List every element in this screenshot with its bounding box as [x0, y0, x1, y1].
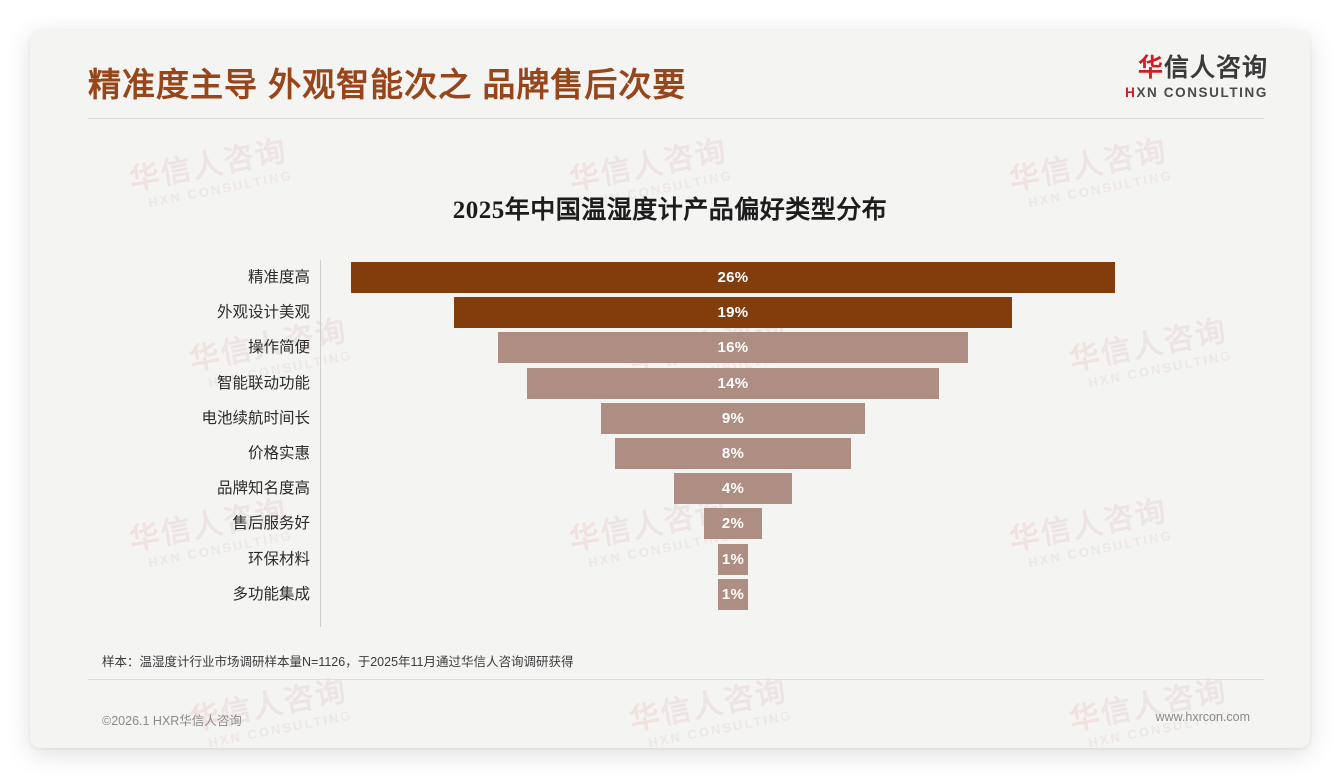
- logo-english-rest: XN CONSULTING: [1136, 85, 1268, 100]
- chart-bar[interactable]: 1%: [718, 543, 748, 575]
- page-title: 精准度主导 外观智能次之 品牌售后次要: [88, 66, 687, 103]
- chart-bar[interactable]: 14%: [527, 367, 939, 399]
- footer-website: www.hxrcon.com: [1155, 710, 1250, 724]
- footnote-text: 样本：温湿度计行业市场调研样本量N=1126，于2025年11月通过华信人咨询调…: [102, 655, 574, 669]
- chart-row: 外观设计美观 19%: [30, 295, 1310, 330]
- bar-track: 1%: [321, 542, 1310, 577]
- bar-value-label: 1%: [721, 550, 745, 568]
- chart-bar[interactable]: 26%: [350, 262, 1116, 293]
- footnote-block: 样本：温湿度计行业市场调研样本量N=1126，于2025年11月通过华信人咨询调…: [88, 651, 1264, 680]
- logo-chinese-red: 华: [1137, 54, 1164, 82]
- chart-plot: 精准度高 26% 外观设计美观 19% 操作简便 16% 智能联动功能 14% 电池续航时间长 9…: [30, 260, 1310, 635]
- chart-row: 售后服务好 2%: [30, 506, 1310, 541]
- bar-value-label: 2%: [721, 515, 745, 533]
- bar-track: 4%: [321, 471, 1310, 506]
- category-label: 电池续航时间长: [201, 409, 310, 427]
- bar-track: 16%: [321, 330, 1310, 365]
- chart-row: 智能联动功能 14%: [30, 366, 1310, 401]
- chart-title: 2025年中国温湿度计产品偏好类型分布: [452, 197, 888, 224]
- logo-english-red: H: [1125, 85, 1137, 100]
- bar-value-label: 9%: [721, 409, 745, 427]
- bar-track: 1%: [321, 577, 1310, 612]
- footnote-divider: [88, 679, 1264, 680]
- chart-row: 精准度高 26%: [30, 260, 1310, 295]
- bar-track: 26%: [321, 260, 1310, 295]
- chart-bar[interactable]: 2%: [703, 508, 763, 540]
- chart-row: 电池续航时间长 9%: [30, 401, 1310, 436]
- header-divider: [88, 118, 1264, 119]
- bar-value-label: 16%: [717, 339, 749, 357]
- category-label: 环保材料: [247, 550, 310, 568]
- logo-chinese: 华信人咨询: [1125, 56, 1268, 81]
- chart-bar[interactable]: 19%: [453, 297, 1013, 329]
- logo-english: HXN CONSULTING: [1125, 86, 1268, 100]
- bar-track: 8%: [321, 436, 1310, 471]
- chart-area: 2025年中国温湿度计产品偏好类型分布 精准度高 26% 外观设计美观 19% 操作简便…: [30, 130, 1310, 690]
- category-label: 操作简便: [247, 339, 310, 357]
- chart-bar[interactable]: 1%: [718, 578, 748, 610]
- chart-rows: 精准度高 26% 外观设计美观 19% 操作简便 16% 智能联动功能 14% 电池续航时间长 9…: [30, 260, 1310, 612]
- chart-bar[interactable]: 4%: [674, 473, 792, 505]
- bar-value-label: 14%: [717, 374, 749, 392]
- category-label: 多功能集成: [232, 585, 310, 603]
- logo-chinese-rest: 信人咨询: [1163, 54, 1268, 82]
- footer-copyright: ©2026.1 HXR华信人咨询: [102, 714, 242, 728]
- category-label: 价格实惠: [247, 444, 310, 462]
- chart-row: 品牌知名度高 4%: [30, 471, 1310, 506]
- category-label: 售后服务好: [232, 515, 310, 533]
- slide-header: 精准度主导 外观智能次之 品牌售后次要 华信人咨询 HXN CONSULTING: [30, 30, 1310, 130]
- slide-footer: ©2026.1 HXR华信人咨询 www.hxrcon.com: [30, 694, 1310, 748]
- chart-bar[interactable]: 8%: [615, 437, 851, 469]
- category-label: 品牌知名度高: [216, 480, 310, 498]
- chart-row: 环保材料 1%: [30, 542, 1310, 577]
- category-label: 智能联动功能: [216, 374, 310, 392]
- bar-track: 19%: [321, 295, 1310, 330]
- brand-logo: 华信人咨询 HXN CONSULTING: [1125, 56, 1268, 100]
- category-label: 外观设计美观: [216, 304, 310, 322]
- bar-value-label: 19%: [717, 304, 749, 322]
- category-label: 精准度高: [247, 269, 310, 286]
- bar-track: 2%: [321, 506, 1310, 541]
- category-axis-line: [320, 260, 321, 627]
- chart-bar[interactable]: 9%: [600, 402, 866, 434]
- chart-bar[interactable]: 16%: [497, 332, 969, 364]
- bar-value-label: 8%: [721, 444, 745, 462]
- bar-track: 9%: [321, 401, 1310, 436]
- slide-card: 华信人咨询 HXN CONSULTING 华信人咨询 HXN CONSULTING 华信…: [30, 30, 1310, 748]
- bar-value-label: 26%: [717, 269, 749, 286]
- bar-value-label: 4%: [721, 480, 745, 498]
- bar-track: 14%: [321, 366, 1310, 401]
- chart-row: 操作简便 16%: [30, 330, 1310, 365]
- chart-row: 多功能集成 1%: [30, 577, 1310, 612]
- bar-value-label: 1%: [721, 585, 745, 603]
- chart-row: 价格实惠 8%: [30, 436, 1310, 471]
